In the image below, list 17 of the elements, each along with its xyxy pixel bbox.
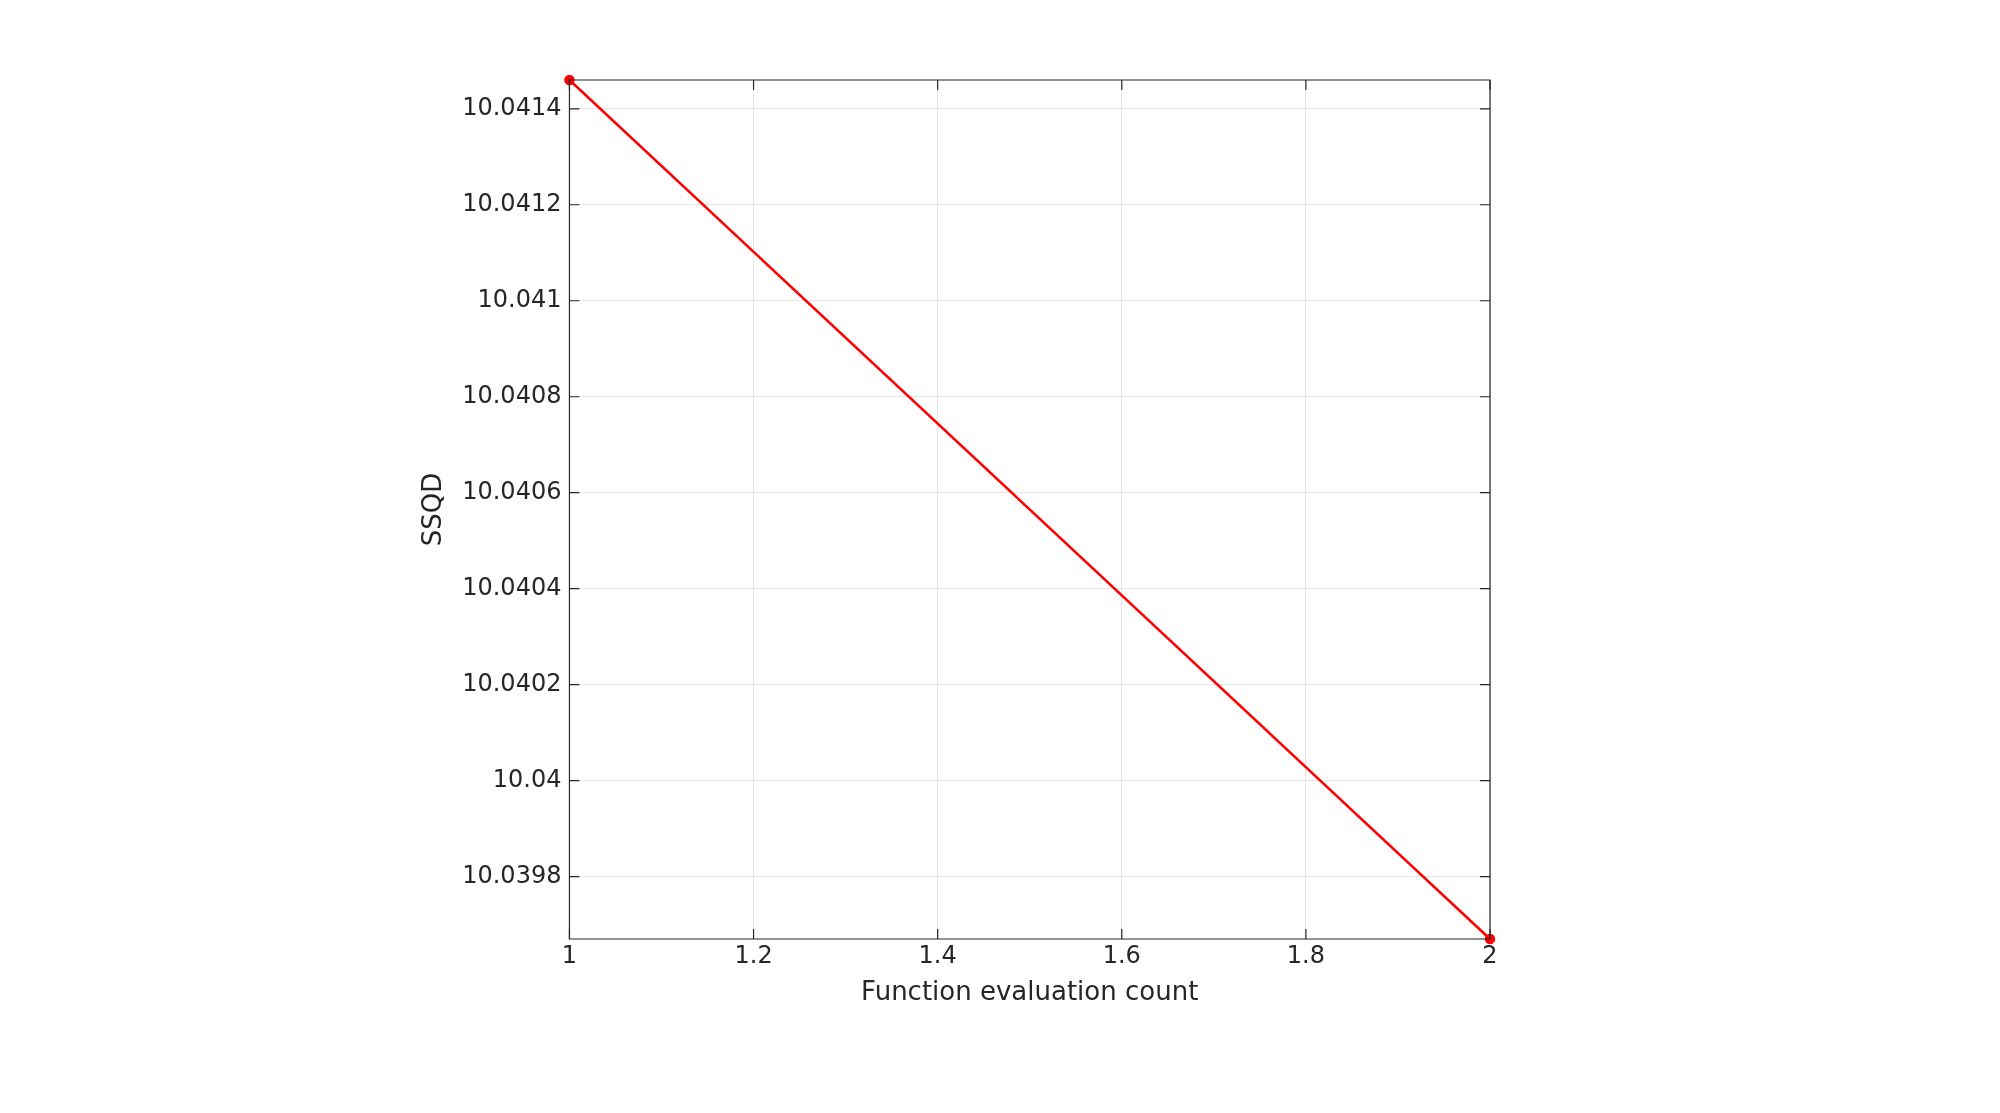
y-tick-label: 10.041 bbox=[477, 284, 562, 313]
x-axis-title: Function evaluation count bbox=[861, 976, 1199, 1007]
y-tick-label: 10.04 bbox=[492, 764, 562, 793]
x-tick-label: 1.4 bbox=[918, 940, 957, 969]
y-tick-label: 10.0406 bbox=[462, 476, 562, 505]
y-tick-label: 10.0414 bbox=[462, 93, 562, 122]
y-tick-label: 10.0408 bbox=[462, 380, 562, 409]
x-tick-label: 1.2 bbox=[734, 940, 773, 969]
x-tick-label: 1.8 bbox=[1286, 940, 1325, 969]
y-tick-label: 10.0402 bbox=[462, 668, 562, 697]
x-tick-label: 1 bbox=[561, 940, 578, 969]
x-tick-label: 2 bbox=[1482, 940, 1498, 969]
y-tick-label: 10.0404 bbox=[462, 572, 562, 601]
y-axis-title: SSQD bbox=[417, 472, 448, 547]
x-tick-label: 1.6 bbox=[1102, 940, 1141, 969]
y-tick-label: 10.0412 bbox=[462, 189, 562, 218]
y-tick-label: 10.0398 bbox=[462, 860, 562, 889]
